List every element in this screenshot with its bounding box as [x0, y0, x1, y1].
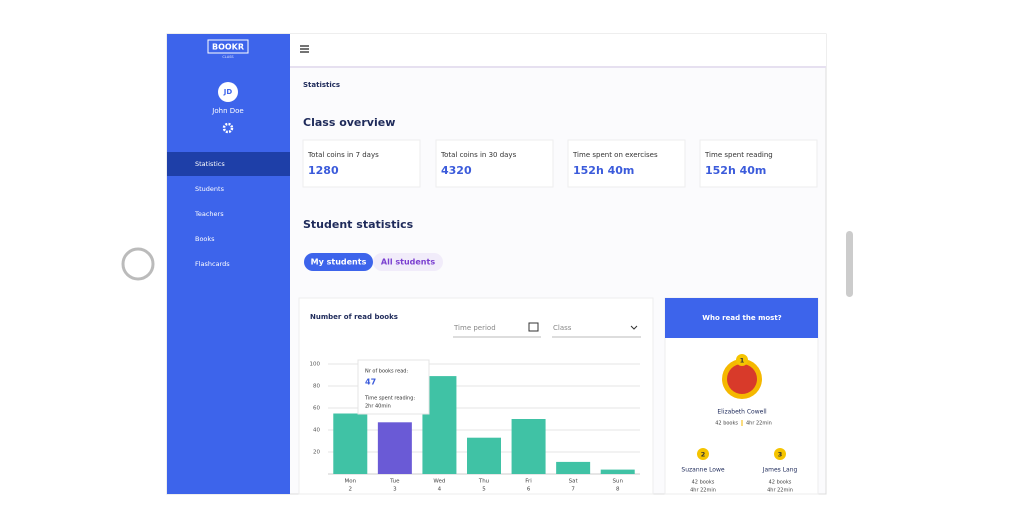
leader-name: James Lang — [762, 467, 798, 474]
settings-icon[interactable] — [222, 122, 234, 134]
tooltip-label: Nr of books read: — [365, 369, 408, 375]
stat-card — [302, 139, 421, 188]
x-tick-date: 7 — [571, 487, 575, 493]
logo-box — [207, 39, 249, 54]
top-bar — [290, 34, 826, 67]
stat-card — [699, 139, 818, 188]
avatar-initials: JD — [223, 88, 233, 96]
tooltip — [357, 359, 430, 415]
leader-title: Who read the most? — [702, 314, 782, 322]
x-tick-label: Mon — [344, 479, 356, 485]
stat-value: 4320 — [441, 164, 472, 177]
tab-label: My students — [311, 258, 367, 267]
stat-value: 152h 40m — [573, 164, 634, 177]
y-tick-label: 40 — [313, 428, 320, 434]
menu-item[interactable]: Statistics — [195, 160, 225, 168]
rank: 3 — [778, 451, 783, 459]
y-tick-label: 60 — [313, 406, 320, 412]
rank: 2 — [701, 451, 706, 459]
tab-label: All students — [381, 258, 435, 267]
menu-active — [167, 152, 290, 176]
x-tick-label: Thu — [478, 479, 489, 485]
stat-label: Total coins in 30 days — [440, 151, 517, 159]
rank: 1 — [740, 357, 745, 365]
tab-active[interactable] — [304, 253, 373, 271]
chart-title: Number of read books — [310, 313, 398, 321]
bar[interactable] — [556, 461, 591, 474]
leader-name: Suzanne Lowe — [681, 467, 724, 474]
bar[interactable] — [467, 437, 501, 474]
x-tick-label: Sat — [569, 479, 579, 485]
y-tick-label: 100 — [310, 362, 321, 368]
x-tick-date: 2 — [349, 487, 353, 493]
leader-books: 42 books — [769, 480, 792, 486]
filter-period[interactable]: Time period — [453, 324, 496, 332]
y-tick-label: 20 — [313, 450, 320, 456]
avatar[interactable] — [218, 82, 238, 102]
user-name: John Doe — [211, 107, 243, 115]
stat-card — [435, 139, 554, 188]
rank-badge — [736, 354, 748, 366]
x-tick-label: Wed — [433, 479, 445, 485]
x-tick-date: 6 — [527, 487, 531, 493]
leader-name: Elizabeth Cowell — [717, 409, 767, 416]
home-button[interactable] — [121, 247, 155, 281]
tooltip-time: 2hr 40min — [365, 404, 391, 410]
filter-class[interactable]: Class — [553, 324, 572, 332]
leader-time: 4hr 22min — [690, 488, 716, 494]
leader-books: 42 books — [692, 480, 715, 486]
menu-item[interactable]: Teachers — [194, 210, 224, 218]
x-tick-label: Fri — [525, 479, 532, 485]
bar[interactable] — [600, 469, 635, 474]
menu-item[interactable]: Students — [195, 185, 225, 193]
leader-header — [665, 298, 818, 338]
stat-label: Time spent reading — [704, 151, 773, 159]
x-tick-date: 8 — [616, 487, 620, 493]
stat-value: 152h 40m — [705, 164, 766, 177]
x-tick-date: 3 — [393, 487, 397, 493]
bar[interactable] — [333, 413, 368, 475]
tooltip-label: Time spent reading: — [364, 396, 415, 402]
x-tick-label: Sun — [612, 479, 623, 485]
y-tick-label: 80 — [313, 384, 320, 390]
tooltip-value: 47 — [365, 378, 376, 387]
x-tick-date: 4 — [438, 487, 442, 493]
rank-badge — [697, 448, 709, 460]
chevron[interactable] — [630, 325, 638, 330]
x-tick-date: 5 — [482, 487, 486, 493]
sidebar — [167, 34, 290, 494]
section-title: Student statistics — [303, 218, 414, 231]
leader-time: 4hr 22min — [767, 488, 793, 494]
logo-sub: CLASS — [222, 55, 234, 59]
bar[interactable] — [511, 419, 546, 474]
stat-card — [567, 139, 686, 188]
menu-item[interactable]: Flashcards — [195, 260, 230, 268]
stat-value: 1280 — [308, 164, 339, 177]
calendar-icon[interactable] — [528, 322, 539, 332]
rank-badge — [774, 448, 786, 460]
menu-item[interactable]: Books — [195, 235, 215, 243]
leader-time: 4hr 22min — [746, 421, 772, 427]
leader-books: 42 books — [715, 421, 738, 427]
menu-icon[interactable] — [300, 45, 309, 53]
tab[interactable] — [373, 253, 443, 271]
stat-label: Total coins in 7 days — [307, 151, 379, 159]
bar[interactable] — [377, 422, 412, 474]
breadcrumb: Statistics — [303, 81, 340, 89]
section-title: Class overview — [303, 116, 395, 129]
avatar-inner — [727, 364, 757, 394]
logo: BOOKR — [212, 43, 244, 52]
x-tick-label: Tue — [389, 479, 400, 485]
scrollbar[interactable] — [846, 231, 853, 297]
stat-label: Time spent on exercises — [572, 151, 658, 159]
